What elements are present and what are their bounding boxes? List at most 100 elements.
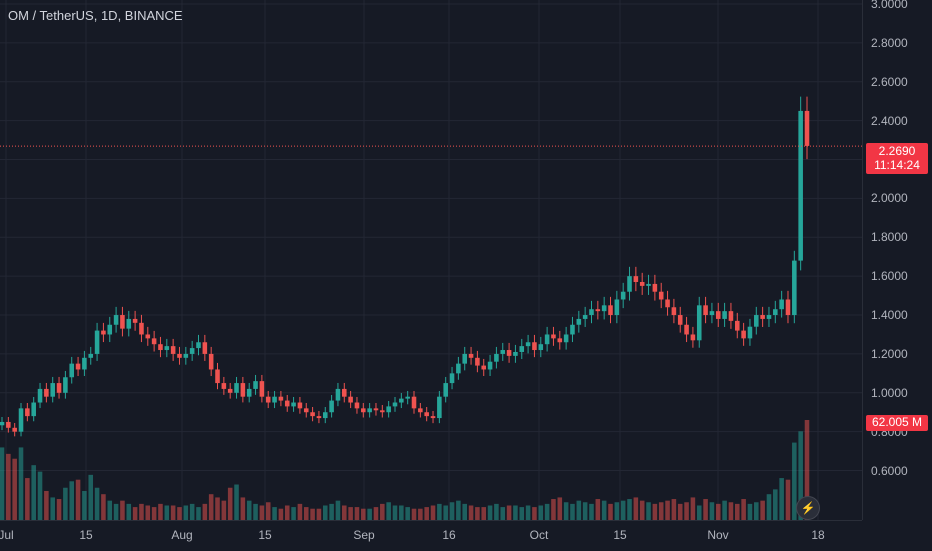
volume-bar <box>601 500 607 520</box>
candle-body <box>570 324 575 335</box>
volume-bar <box>424 507 429 520</box>
candle-body <box>658 291 664 300</box>
candle-body <box>177 353 182 358</box>
volume-bar <box>63 487 68 520</box>
candle-body <box>246 388 252 397</box>
volume-bar <box>557 497 563 520</box>
candle-body <box>627 276 632 292</box>
candle-body <box>265 396 271 403</box>
candle-body <box>31 402 36 417</box>
volume-bar <box>348 507 353 520</box>
candle-body <box>519 346 525 352</box>
candle-body <box>424 412 429 417</box>
candle-body <box>462 353 467 364</box>
candle-body <box>126 318 132 329</box>
candle-body <box>44 388 49 397</box>
price-tick: 2.8000 <box>871 35 908 50</box>
volume-bar <box>291 507 296 520</box>
candle-body <box>665 299 670 308</box>
candle-body <box>145 334 151 339</box>
candle-body <box>202 342 208 354</box>
candle-body <box>734 320 740 331</box>
volume-bar <box>785 479 791 520</box>
price-tick: 0.6000 <box>871 463 908 478</box>
candle-body <box>12 427 17 432</box>
candle-body <box>538 344 544 351</box>
volume-bar <box>272 507 277 520</box>
volume-bar <box>380 503 385 520</box>
volume-bar <box>189 503 195 520</box>
candle-body <box>722 311 727 319</box>
volume-bar <box>722 500 727 520</box>
volume-bar <box>665 500 670 520</box>
candle-body <box>208 353 214 370</box>
volume-bar <box>335 500 341 520</box>
volume-bar <box>532 507 537 520</box>
volume-bar <box>741 499 746 520</box>
volume-bar <box>25 478 30 520</box>
candle-body <box>75 363 81 370</box>
candle-body <box>595 309 601 312</box>
candle-body <box>557 338 563 343</box>
volume-bar <box>196 507 201 520</box>
candle-body <box>405 396 410 399</box>
volume-bar <box>221 500 227 520</box>
volume-bar <box>386 502 391 520</box>
time-tick: 18 <box>811 528 825 542</box>
volume-bar <box>56 499 62 520</box>
candle-body <box>456 363 461 374</box>
volume-bar <box>126 503 132 520</box>
candle-body <box>380 410 385 413</box>
candle-body <box>468 353 474 358</box>
candle-body <box>322 412 328 419</box>
candle-body <box>709 311 715 316</box>
time-tick: Nov <box>707 528 729 542</box>
candle-body <box>411 396 417 409</box>
price-axis[interactable]: 3.00002.80002.60002.40002.20002.00001.80… <box>862 0 932 520</box>
volume-bar <box>589 503 594 520</box>
volume-bar <box>101 494 106 520</box>
candle-body <box>354 402 360 409</box>
lightning-bolt-icon[interactable]: ⚡ <box>796 496 820 520</box>
candle-body <box>481 365 487 370</box>
candle-body <box>120 315 125 329</box>
volume-bar <box>240 497 246 520</box>
candle-body <box>652 283 658 292</box>
time-tick: 15 <box>79 528 93 542</box>
volume-bar <box>430 505 436 520</box>
price-tick: 2.6000 <box>871 74 908 89</box>
candle-body <box>335 388 341 401</box>
volume-bar <box>792 442 797 520</box>
candle-body <box>532 342 537 351</box>
candle-body <box>227 388 233 393</box>
volume-bar <box>50 497 55 520</box>
candlestick-plot[interactable] <box>0 0 862 520</box>
volume-bar <box>754 502 759 520</box>
volume-bar <box>639 500 645 520</box>
volume-bar <box>405 507 410 520</box>
volume-bar <box>804 420 810 520</box>
volume-bar <box>37 471 43 520</box>
candle-body <box>215 369 220 384</box>
volume-bar <box>728 502 734 520</box>
candle-body <box>50 383 55 397</box>
volume-bar <box>265 502 271 520</box>
candle-body <box>63 377 68 393</box>
candle-body <box>240 383 246 397</box>
candle-body <box>696 305 702 341</box>
volume-badge: 62.005 M <box>866 415 928 431</box>
time-axis[interactable]: Jul 15 Aug 15 Sep 16 Oct 15 Nov 18 <box>0 520 862 551</box>
volume-bar <box>633 497 639 520</box>
price-chart[interactable]: OM / TetherUS, 1D, BINANCE <box>0 0 862 520</box>
candle-body <box>284 400 290 407</box>
volume-bar <box>120 500 125 520</box>
volume-bar <box>475 507 480 520</box>
volume-bar <box>94 487 100 520</box>
volume-bar <box>494 503 499 520</box>
volume-bar <box>525 505 531 520</box>
time-tick: Sep <box>353 528 375 542</box>
volume-bar <box>646 502 651 520</box>
price-tick: 1.2000 <box>871 346 908 361</box>
symbol-title[interactable]: OM / TetherUS, 1D, BINANCE <box>8 8 183 23</box>
volume-bar <box>158 503 163 520</box>
